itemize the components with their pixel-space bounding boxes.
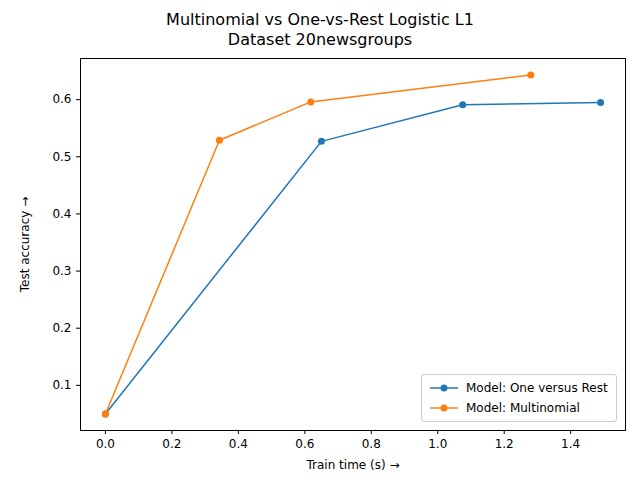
svg-text:Test accuracy →: Test accuracy → [18, 197, 32, 293]
svg-text:1.4: 1.4 [561, 437, 580, 451]
svg-text:0.0: 0.0 [96, 437, 115, 451]
svg-text:1.2: 1.2 [495, 437, 514, 451]
svg-text:0.6: 0.6 [295, 437, 314, 451]
html-text:Model: Multinomial: Model: Multinomial [466, 401, 580, 415]
html-text:Multinomial vs One-vs-Rest Log: Multinomial vs One-vs-Rest Logistic L1 [166, 10, 474, 29]
svg-text:0.2: 0.2 [52, 321, 71, 335]
svg-text:0.8: 0.8 [362, 437, 381, 451]
svg-text:0.4: 0.4 [52, 207, 71, 221]
svg-text:0.4: 0.4 [229, 437, 248, 451]
svg-text:1.0: 1.0 [428, 437, 447, 451]
svg-text:0.3: 0.3 [52, 264, 71, 278]
html-text:Model: One versus Rest: Model: One versus Rest [466, 381, 608, 395]
html-text:Dataset 20newsgroups: Dataset 20newsgroups [227, 30, 413, 49]
svg-text:Train time (s) →: Train time (s) → [305, 458, 399, 472]
svg-text:0.6: 0.6 [52, 92, 71, 106]
svg-text:0.2: 0.2 [162, 437, 181, 451]
svg-text:0.5: 0.5 [52, 150, 71, 164]
svg-text:0.1: 0.1 [52, 378, 71, 392]
